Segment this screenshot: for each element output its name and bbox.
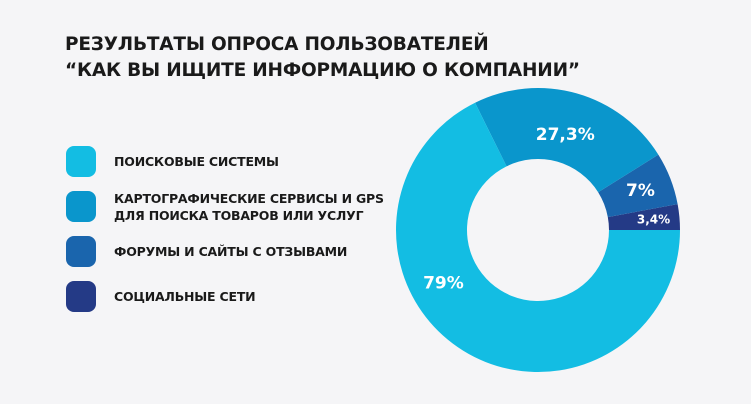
slice-data-label: 79% [423, 273, 464, 293]
legend-label: ФОРУМЫ И САЙТЫ С ОТЗЫВАМИ [114, 244, 348, 259]
donut-slice [607, 204, 680, 230]
legend-item-maps: КАРТОГРАФИЧЕСКИЕ СЕРВИСЫ И GPS ДЛЯ ПОИСК… [66, 190, 384, 223]
donut-slice [396, 102, 680, 372]
legend-item-forums: ФОРУМЫ И САЙТЫ С ОТЗЫВАМИ [66, 236, 347, 267]
chart-title: РЕЗУЛЬТАТЫ ОПРОСА ПОЛЬЗОВАТЕЛЕЙ “КАК ВЫ … [65, 32, 580, 84]
legend-label: СОЦИАЛЬНЫЕ СЕТИ [114, 289, 256, 304]
legend-swatch [66, 191, 96, 222]
title-line-1: РЕЗУЛЬТАТЫ ОПРОСА ПОЛЬЗОВАТЕЛЕЙ [65, 34, 489, 55]
legend-item-social: СОЦИАЛЬНЫЕ СЕТИ [66, 281, 256, 312]
legend-label: КАРТОГРАФИЧЕСКИЕ СЕРВИСЫ И GPS ДЛЯ ПОИСК… [114, 190, 384, 223]
legend-swatch [66, 236, 96, 267]
legend-label: ПОИСКОВЫЕ СИСТЕМЫ [114, 154, 279, 169]
slice-data-label: 27,3% [536, 125, 595, 145]
donut-slice [475, 88, 659, 193]
title-line-2: “КАК ВЫ ИЩИТЕ ИНФОРМАЦИЮ О КОМПАНИИ” [65, 60, 580, 81]
legend-swatch [66, 281, 96, 312]
slice-data-label: 3,4% [637, 213, 670, 227]
slice-data-label: 7% [626, 181, 655, 201]
legend-swatch [66, 146, 96, 177]
legend-item-search: ПОИСКОВЫЕ СИСТЕМЫ [66, 146, 279, 177]
donut-slice [598, 154, 678, 218]
